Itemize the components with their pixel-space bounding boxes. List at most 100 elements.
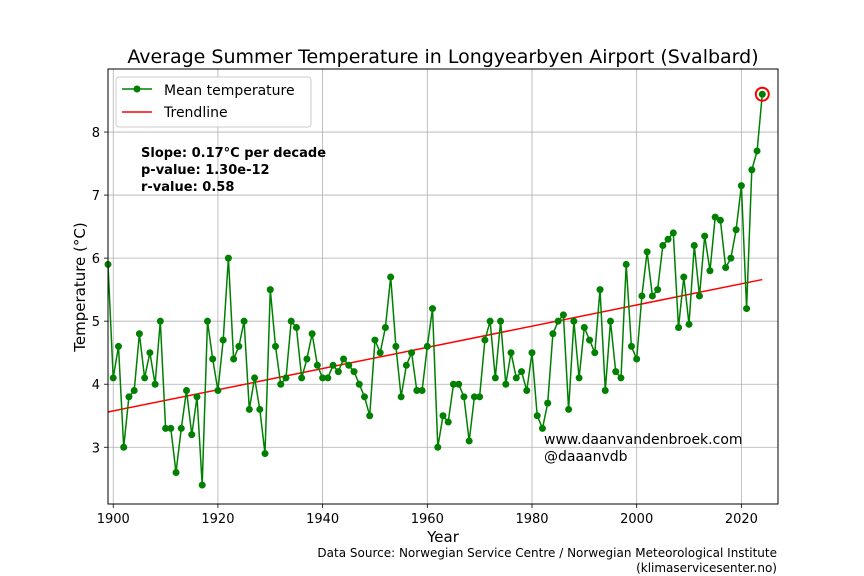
y-tick-label: 7 <box>92 189 100 204</box>
data-point <box>345 361 353 369</box>
data-point <box>423 342 431 350</box>
data-point <box>292 323 300 331</box>
data-point <box>272 342 279 350</box>
x-tick-label: 1960 <box>411 512 444 527</box>
data-point <box>214 387 222 395</box>
x-tick-label: 2000 <box>620 512 653 527</box>
data-point <box>308 330 316 338</box>
data-point <box>355 380 363 388</box>
data-point <box>596 286 604 294</box>
data-point <box>235 342 243 350</box>
data-point <box>381 323 389 331</box>
x-tick-label: 1920 <box>201 512 234 527</box>
data-point <box>711 213 719 221</box>
data-point <box>732 226 740 234</box>
data-point <box>198 481 206 489</box>
data-point <box>408 349 416 357</box>
data-point <box>601 387 609 395</box>
data-point <box>329 361 337 369</box>
data-point <box>617 374 625 382</box>
highlight-ring <box>754 86 770 102</box>
data-point <box>722 264 730 272</box>
data-point <box>748 166 756 174</box>
source-line-2: (klimaservicesenter.no) <box>636 561 777 575</box>
data-point <box>758 90 766 98</box>
data-point <box>659 242 667 250</box>
data-point <box>387 273 395 281</box>
data-point <box>376 349 384 357</box>
data-point <box>156 317 164 325</box>
source-note: Data Source: Norwegian Service Centre / … <box>317 546 777 575</box>
data-point <box>287 317 295 325</box>
data-point <box>413 387 421 395</box>
data-point <box>470 393 478 401</box>
data-point <box>575 374 583 382</box>
data-point <box>570 317 578 325</box>
chart-title: Average Summer Temperature in Longyearby… <box>127 46 758 68</box>
y-axis-ticks: 3 4 5 6 7 8 <box>92 126 108 456</box>
stats-annotation: Slope: 0.17°C per decade p-value: 1.30e-… <box>141 146 326 195</box>
data-point <box>109 374 117 382</box>
data-point <box>476 393 484 401</box>
data-point <box>743 305 751 313</box>
data-point <box>230 355 238 363</box>
data-point <box>298 374 306 382</box>
data-point <box>240 317 248 325</box>
data-point <box>188 431 196 439</box>
data-point <box>141 374 149 382</box>
data-point <box>251 374 259 382</box>
y-tick-label: 8 <box>92 126 100 141</box>
data-point <box>303 355 311 363</box>
y-tick-label: 6 <box>92 252 100 267</box>
data-point <box>523 387 531 395</box>
data-point <box>334 368 342 376</box>
data-point <box>669 229 677 237</box>
data-point <box>282 374 290 382</box>
data-point <box>277 380 285 388</box>
data-point <box>591 349 599 357</box>
legend-label-trendline: Trendline <box>163 105 228 121</box>
data-point <box>528 349 536 357</box>
data-point <box>544 399 552 407</box>
data-point <box>491 374 499 382</box>
data-point <box>497 317 505 325</box>
data-point <box>695 292 703 300</box>
data-point <box>350 368 358 376</box>
credits-annotation: www.daanvandenbroek.com @daaanvdb <box>544 432 743 465</box>
data-point <box>256 405 264 413</box>
x-tick-label: 2020 <box>725 512 758 527</box>
data-point <box>162 424 170 432</box>
data-point <box>397 393 405 401</box>
data-point <box>125 393 133 401</box>
stats-slope: Slope: 0.17°C per decade <box>141 146 326 161</box>
data-point <box>130 387 138 395</box>
plot-frame <box>107 68 779 505</box>
x-axis-ticks: 1900 1920 1940 1960 1980 2000 2020 <box>97 504 758 527</box>
credit-website: www.daanvandenbroek.com <box>544 432 743 448</box>
credit-handle: @daaanvdb <box>544 449 628 465</box>
source-line-1: Data Source: Norwegian Service Centre / … <box>317 546 777 560</box>
data-point <box>371 336 379 344</box>
data-point <box>633 355 641 363</box>
data-point <box>135 330 143 338</box>
data-point <box>114 342 122 350</box>
data-point <box>648 292 656 300</box>
data-point <box>319 374 327 382</box>
data-point <box>554 317 562 325</box>
data-point <box>203 317 211 325</box>
x-tick-label: 1940 <box>306 512 339 527</box>
data-point <box>638 292 646 300</box>
data-point <box>565 405 573 413</box>
data-point <box>559 311 567 319</box>
data-point <box>418 387 426 395</box>
data-point <box>224 254 232 262</box>
data-point <box>716 216 724 224</box>
grid <box>108 69 778 504</box>
x-axis-label: Year <box>426 528 460 546</box>
stats-p-value: p-value: 1.30e-12 <box>141 163 270 178</box>
data-point <box>360 393 368 401</box>
data-point <box>429 305 437 313</box>
data-point <box>512 374 520 382</box>
data-point <box>444 418 452 426</box>
